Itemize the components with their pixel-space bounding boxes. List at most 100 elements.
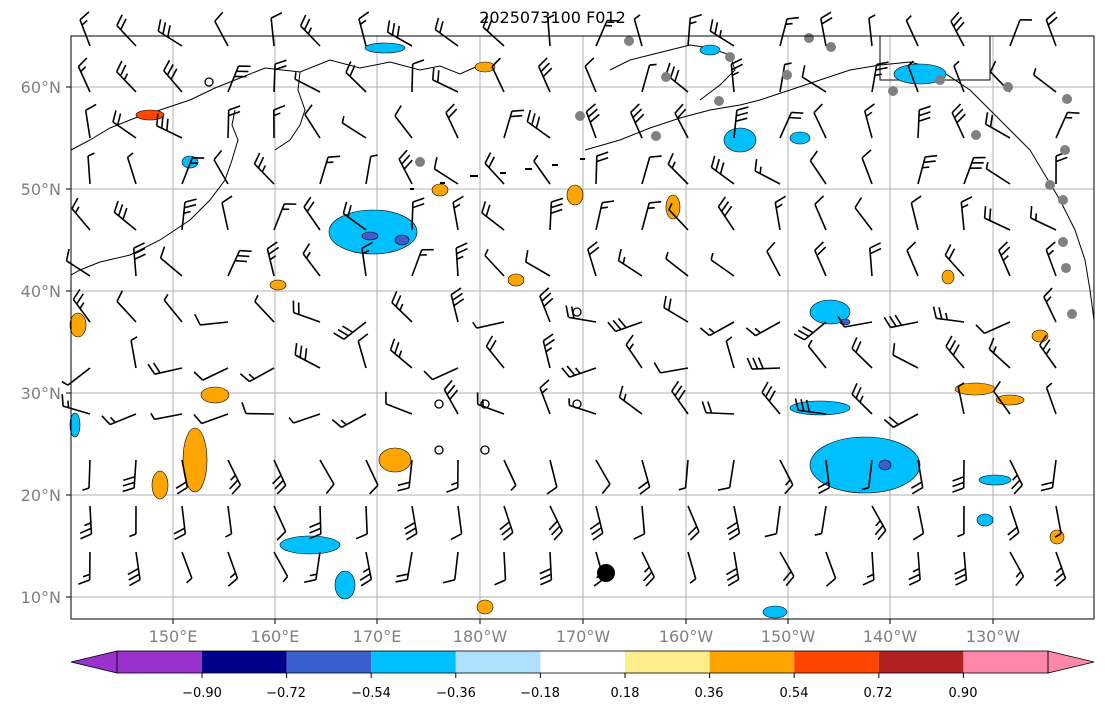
- wind-barb: [1045, 382, 1057, 415]
- wind-barb: [319, 155, 341, 185]
- wind-barb: [793, 321, 827, 341]
- wind-barb: [905, 14, 919, 47]
- wind-barb: [270, 12, 283, 47]
- wind-barb: [717, 459, 735, 491]
- wind-barb: [71, 197, 91, 231]
- wind-barb: [687, 505, 700, 541]
- contour-patch: [941, 269, 955, 285]
- wind-barb: [79, 11, 91, 47]
- wind-barb: [825, 551, 837, 587]
- lat-label: 30°N: [21, 384, 61, 403]
- contour-patch: [200, 386, 230, 404]
- wind-barb: [113, 200, 137, 231]
- contour-patch: [809, 436, 921, 494]
- wind-barb: [952, 459, 965, 493]
- wind-barb: [181, 551, 193, 584]
- contour-patch: [361, 231, 379, 241]
- contour-patch: [135, 109, 165, 121]
- wind-barb: [224, 505, 233, 538]
- wind-barb: [862, 551, 875, 586]
- wind-barb: [345, 61, 367, 93]
- wind-barb: [157, 19, 183, 47]
- contour-patch: [809, 299, 851, 325]
- wind-barb: [127, 551, 141, 587]
- wind-barb: [998, 241, 1011, 277]
- contour-patch: [334, 570, 356, 600]
- wind-barb: [491, 57, 505, 93]
- wind-barb: [65, 248, 91, 277]
- contour-patch: [279, 535, 341, 555]
- wind-barb: [910, 459, 924, 495]
- wind-barb: [101, 413, 137, 426]
- wind-barb: [341, 115, 367, 139]
- wind-barb: [116, 290, 137, 323]
- wind-barb: [589, 505, 604, 541]
- wind-barb: [674, 103, 689, 139]
- contour-patch: [723, 127, 757, 153]
- wind-barb: [745, 321, 781, 337]
- wind-barb: [227, 459, 242, 495]
- wind-barb: [272, 104, 286, 139]
- wind-barb: [668, 202, 689, 231]
- wind-barb: [641, 63, 657, 93]
- wind-barb: [395, 551, 413, 583]
- wind-barb: [561, 365, 597, 378]
- contour-patch: [789, 131, 811, 145]
- wind-barb: [641, 551, 655, 587]
- colorbar: [70, 650, 1095, 678]
- station-marker: [826, 42, 836, 52]
- wind-barb: [359, 551, 373, 587]
- station-marker: [935, 75, 945, 85]
- station-marker: [804, 33, 814, 43]
- wind-barb: [730, 58, 743, 93]
- colorbar-swatch: [202, 651, 287, 673]
- wind-barb: [1045, 11, 1058, 47]
- wind-barb: [319, 459, 335, 495]
- wind-barb: [868, 14, 876, 47]
- wind-barb: [854, 197, 873, 231]
- wind-barb: [906, 241, 919, 277]
- wind-barb: [484, 152, 505, 185]
- wind-barb: [725, 336, 735, 369]
- wind-barb: [214, 11, 229, 47]
- wind-barb: [79, 505, 93, 540]
- wind-barb: [445, 103, 459, 139]
- lat-label: 10°N: [21, 588, 61, 607]
- wind-barb: [481, 201, 505, 231]
- wind-barb: [130, 336, 138, 369]
- wind-barb: [533, 154, 551, 185]
- wind-barb: [595, 19, 620, 47]
- wind-barb: [665, 251, 689, 277]
- wind-barb: [754, 159, 781, 185]
- wind-barb: [61, 394, 91, 415]
- wind-barb: [358, 11, 370, 47]
- wind-barb: [452, 195, 464, 231]
- lon-labels: 150°E 160°E 170°E 180°W 170°W 160°W 150°…: [149, 627, 1021, 646]
- wind-barb: [175, 459, 189, 495]
- wind-barb: [84, 103, 97, 139]
- contour-patch: [269, 279, 287, 291]
- wind-barb: [871, 505, 887, 541]
- wind-barb: [526, 109, 551, 139]
- wind-barb: [779, 62, 792, 93]
- wind-barb: [455, 242, 468, 277]
- wind-barb: [126, 152, 137, 185]
- calm-marker: [572, 399, 582, 409]
- station-marker: [1061, 263, 1071, 273]
- station-marker: [888, 86, 898, 96]
- colorbar-tick-label: −0.36: [436, 686, 476, 701]
- wind-barb: [548, 505, 564, 541]
- wind-barb: [294, 342, 321, 369]
- wind-barb: [814, 241, 827, 277]
- colorbar-tick-label: −0.54: [351, 686, 391, 701]
- station-marker: [1003, 82, 1013, 92]
- wind-barb: [992, 380, 1011, 415]
- wind-barb: [607, 317, 643, 333]
- wind-barb: [892, 343, 919, 369]
- wind-barb: [227, 249, 252, 277]
- wind-barb: [794, 398, 827, 415]
- wind-barb: [132, 242, 146, 277]
- alaska-interior: [609, 44, 736, 101]
- wind-barb: [309, 505, 322, 540]
- wind-barb: [355, 505, 368, 540]
